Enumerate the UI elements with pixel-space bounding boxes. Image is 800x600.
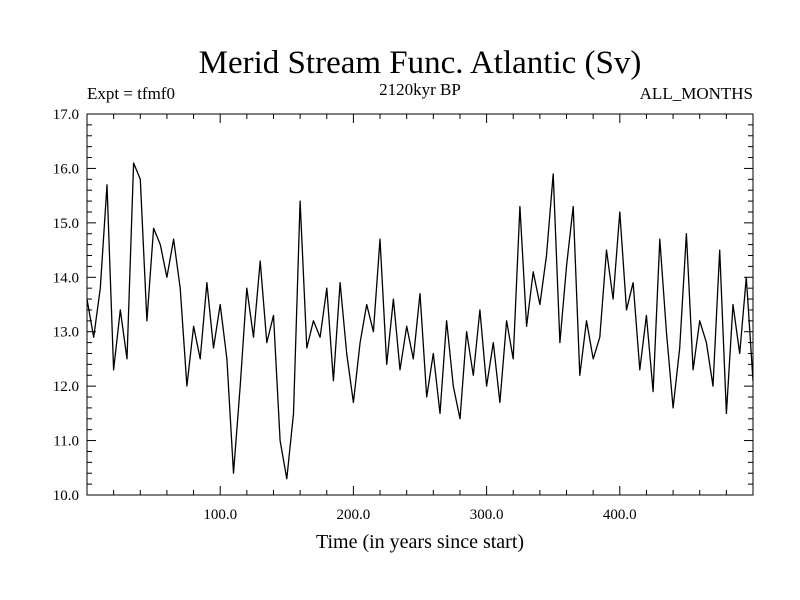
y-tick-label: 11.0 <box>53 434 79 450</box>
series-line <box>86 162 754 480</box>
y-tick-label: 17.0 <box>53 107 79 123</box>
period-label: 2120kyr BP <box>379 80 461 99</box>
y-axis-tick-labels: 10.0 11.0 12.0 13.0 14.0 15.0 16.0 17.0 <box>53 107 79 504</box>
y-tick-label: 13.0 <box>53 325 79 341</box>
plot-frame <box>86 113 754 496</box>
series-layer <box>86 162 754 480</box>
x-axis-tick-labels: 100.0 200.0 300.0 400.0 <box>203 507 636 523</box>
y-tick-label: 15.0 <box>53 216 79 232</box>
x-axis-label: Time (in years since start) <box>316 531 524 553</box>
x-tick-label: 300.0 <box>470 507 504 523</box>
x-tick-label: 400.0 <box>603 507 637 523</box>
chart-title: Merid Stream Func. Atlantic (Sv) <box>199 45 642 81</box>
y-tick-label: 10.0 <box>53 488 79 504</box>
y-tick-label: 14.0 <box>53 270 79 286</box>
x-tick-label: 100.0 <box>203 507 237 523</box>
months-label: ALL_MONTHS <box>640 84 753 103</box>
y-axis-ticks <box>87 124 753 485</box>
x-tick-label: 200.0 <box>337 507 371 523</box>
experiment-label: Expt = tfmf0 <box>87 84 175 103</box>
y-tick-label: 16.0 <box>53 161 79 177</box>
x-axis-ticks <box>113 114 727 495</box>
y-tick-label: 12.0 <box>53 379 79 395</box>
